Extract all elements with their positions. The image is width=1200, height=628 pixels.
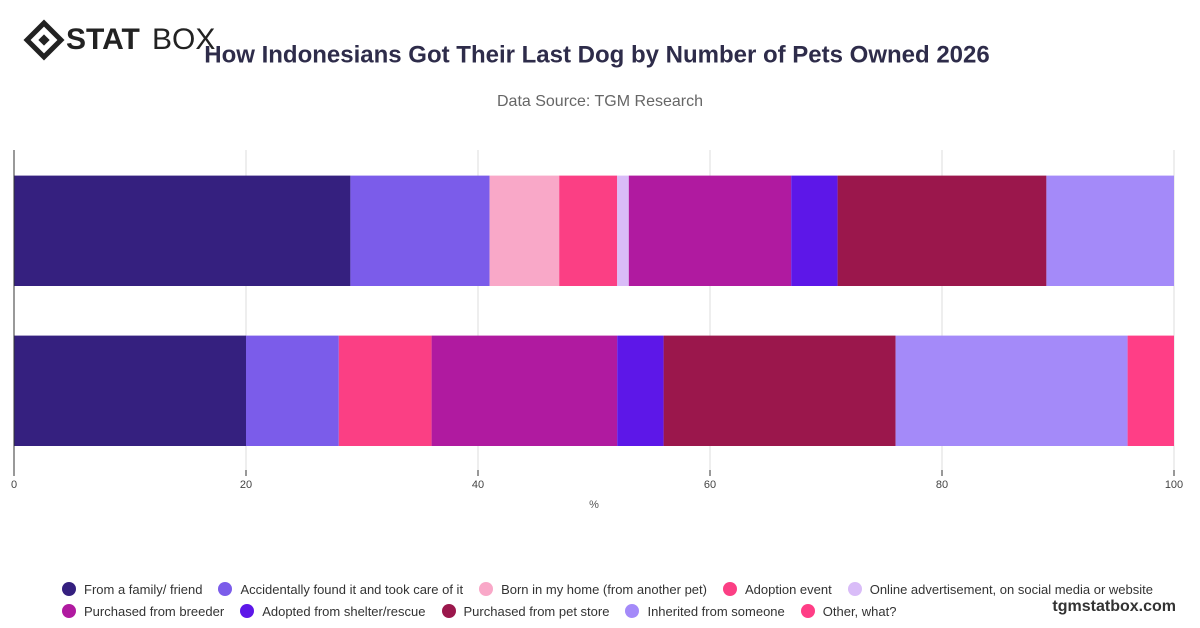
legend-item[interactable]: Inherited from someone <box>625 603 785 619</box>
legend-item[interactable]: Online advertisement, on social media or… <box>847 581 1153 597</box>
chart-subtitle: Data Source: TGM Research <box>497 93 703 110</box>
bar-segment <box>246 335 339 446</box>
legend-item[interactable]: Other, what? <box>800 603 897 619</box>
brand-bold: STAT <box>66 23 140 56</box>
footer: tgmstatbox.com <box>1052 598 1176 615</box>
x-tick-label: 20 <box>240 479 252 491</box>
legend-item[interactable]: From a family/ friend <box>62 582 202 597</box>
legend-label: Purchased from pet store <box>463 603 610 619</box>
bar-segment <box>1127 335 1174 446</box>
bar-segment <box>628 175 792 286</box>
legend-item[interactable]: Accidentally found it and took care of i… <box>218 582 463 597</box>
bar-segment <box>338 335 432 446</box>
bar-segment <box>559 175 618 286</box>
legend-label: Other, what? <box>822 603 897 619</box>
bar-segment <box>791 175 838 286</box>
legend-row: Purchased from breeder Adopted from shelt… <box>62 600 1162 622</box>
brand-light: BOX <box>152 23 215 56</box>
legend-swatch <box>62 582 76 596</box>
legend-swatch <box>240 604 255 618</box>
chart-title: How Indonesians Got Their Last Dog by Nu… <box>204 41 989 68</box>
legend-label: Inherited from someone <box>647 603 785 619</box>
bar-segment <box>1046 175 1174 286</box>
x-tick-label: 40 <box>472 479 484 491</box>
bar-segment <box>895 335 1128 446</box>
legend-label: Online advertisement, on social media or… <box>869 581 1153 597</box>
bar-segment <box>14 335 246 446</box>
bar-segment <box>663 335 896 446</box>
legend-row: From a family/ friend Accidentally found … <box>62 578 1162 600</box>
legend-label: Adopted from shelter/rescue <box>262 603 426 619</box>
legend-item[interactable]: Purchased from pet store <box>441 603 610 619</box>
x-tick-label: 80 <box>936 479 948 491</box>
legend-label: Born in my home (from another pet) <box>501 581 707 597</box>
bar-segment <box>350 175 490 286</box>
legend-item[interactable]: Born in my home (from another pet) <box>479 582 707 597</box>
legend: From a family/ friend Accidentally found … <box>62 578 1162 622</box>
x-axis-label: % <box>589 499 599 511</box>
legend-swatch <box>441 604 456 618</box>
legend-swatch <box>722 582 737 596</box>
legend-label: From a family/ friend <box>84 581 203 597</box>
bar-segment <box>617 175 629 286</box>
legend-swatch <box>800 604 815 618</box>
plot: 0 20 40 60 80 100 <box>11 150 1183 491</box>
legend-label: Purchased from breeder <box>84 603 225 619</box>
bar-segment <box>617 335 664 446</box>
bar-segment <box>431 335 618 446</box>
x-tick-label: 100 <box>1165 479 1183 491</box>
legend-swatch <box>479 582 494 596</box>
legend-swatch <box>625 604 640 618</box>
legend-item[interactable]: Adoption event <box>722 581 832 597</box>
x-tick-label: 0 <box>11 479 17 491</box>
x-tick-label: 60 <box>704 479 716 491</box>
legend-label: Accidentally found it and took care of i… <box>240 581 464 597</box>
legend-swatch <box>218 582 233 596</box>
legend-swatch <box>847 582 862 596</box>
legend-item[interactable]: Adopted from shelter/rescue <box>240 603 426 619</box>
legend-label: Adoption event <box>744 581 832 597</box>
logo: STAT BOX <box>23 19 215 61</box>
bar-segment <box>14 175 351 286</box>
bar-segment <box>489 175 560 286</box>
legend-swatch <box>62 604 76 618</box>
legend-item[interactable]: Purchased from breeder <box>62 604 224 619</box>
bar-segment <box>837 175 1047 286</box>
